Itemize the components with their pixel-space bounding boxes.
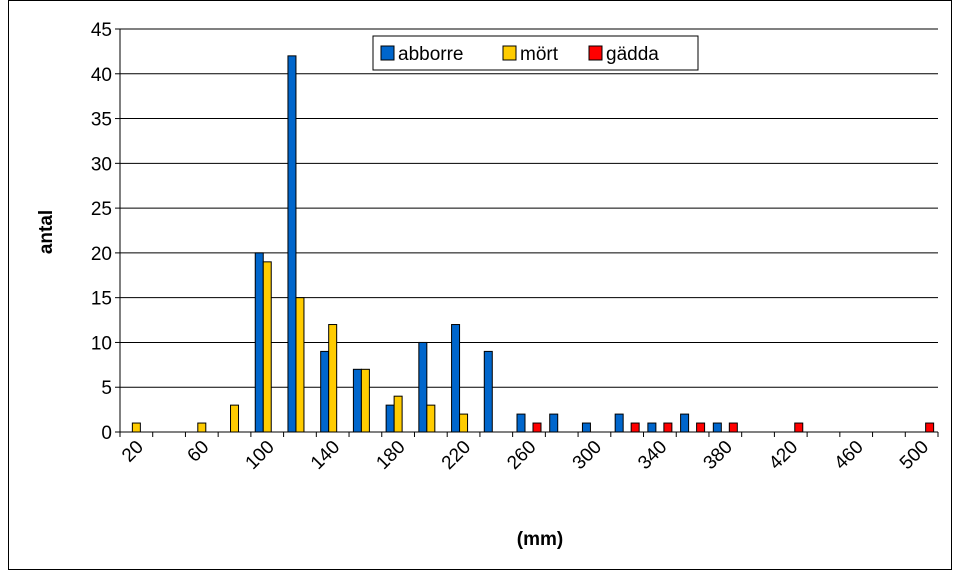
y-tick-label: 5	[101, 378, 112, 399]
bar-abborre-120	[287, 55, 297, 433]
x-tick-label: 60	[184, 437, 214, 467]
bar-mört-60	[197, 422, 207, 433]
bar-gädda-500	[925, 422, 935, 433]
y-tick-labels: 0 5 10 15 20 25 30 35 40 45	[91, 20, 112, 444]
x-tick-label: 380	[700, 437, 737, 474]
x-tick-label: 460	[830, 437, 867, 474]
bar-abborre-260	[516, 413, 526, 433]
bar-abborre-340	[647, 422, 657, 433]
x-tick-label: 220	[438, 437, 475, 474]
x-tick-label: 260	[503, 437, 540, 474]
bar-abborre-220	[451, 324, 461, 433]
bar-gädda-320	[630, 422, 640, 433]
bar-abborre-160	[352, 368, 362, 433]
bar-mört-160	[360, 368, 370, 433]
x-tick-labels: 20 60 100 140 180 220 260 300 340 380 420 460 500	[118, 437, 933, 474]
y-tick-label: 15	[91, 289, 112, 310]
x-axis-title: (mm)	[517, 529, 563, 550]
bars	[131, 55, 935, 433]
legend-label-mört: mört	[520, 44, 559, 65]
bar-abborre-240	[483, 350, 493, 433]
x-tick-label: 420	[765, 437, 802, 474]
legend: abborre mört gädda	[372, 35, 699, 71]
bar-abborre-380	[712, 422, 722, 433]
bar-mört-80	[230, 404, 240, 433]
y-axis-title: antal	[36, 210, 57, 254]
y-tick-label: 35	[91, 110, 112, 131]
x-tick-label: 180	[372, 437, 409, 474]
bar-mört-180	[393, 395, 403, 433]
bar-abborre-180	[385, 404, 395, 433]
y-tick-label: 25	[91, 199, 112, 220]
legend-swatch-abborre	[380, 45, 395, 61]
bar-gädda-340	[663, 422, 673, 433]
y-tick-label: 0	[101, 423, 112, 444]
y-tick-label: 10	[91, 333, 112, 354]
y-tick-label: 45	[91, 20, 112, 41]
axes	[115, 28, 939, 437]
legend-label-gädda: gädda	[606, 44, 659, 65]
bar-abborre-100	[254, 252, 264, 433]
x-tick-label: 140	[307, 437, 344, 474]
legend-label-abborre: abborre	[398, 44, 464, 65]
bar-abborre-200	[418, 341, 428, 433]
bar-mört-120	[295, 297, 305, 433]
x-tick-label: 500	[896, 437, 933, 474]
grid-lines	[120, 28, 938, 388]
bar-abborre-300	[581, 422, 591, 433]
bar-abborre-320	[614, 413, 624, 433]
legend-box	[372, 35, 699, 71]
bar-abborre-360	[680, 413, 690, 433]
bar-mört-20	[131, 422, 141, 433]
y-tick-label: 40	[91, 65, 112, 86]
x-tick-label: 100	[242, 437, 279, 474]
y-tick-label: 30	[91, 154, 112, 175]
chart-frame	[8, 0, 952, 570]
bar-abborre-140	[320, 350, 330, 433]
bar-gädda-420	[794, 422, 804, 433]
bar-mört-220	[459, 413, 469, 433]
legend-swatch-mört	[502, 45, 517, 61]
y-tick-label: 20	[91, 244, 112, 265]
bar-gädda-380	[728, 422, 738, 433]
bar-mört-100	[262, 261, 272, 433]
bar-mört-140	[328, 324, 338, 433]
x-tick-label: 300	[569, 437, 606, 474]
x-tick-label: 20	[118, 437, 148, 467]
bar-mört-200	[426, 404, 436, 433]
bar-abborre-280	[549, 413, 559, 433]
x-tick-label: 340	[634, 437, 671, 474]
bar-gädda-260	[532, 422, 542, 433]
legend-swatch-gädda	[588, 45, 603, 61]
bar-gädda-360	[696, 422, 706, 433]
